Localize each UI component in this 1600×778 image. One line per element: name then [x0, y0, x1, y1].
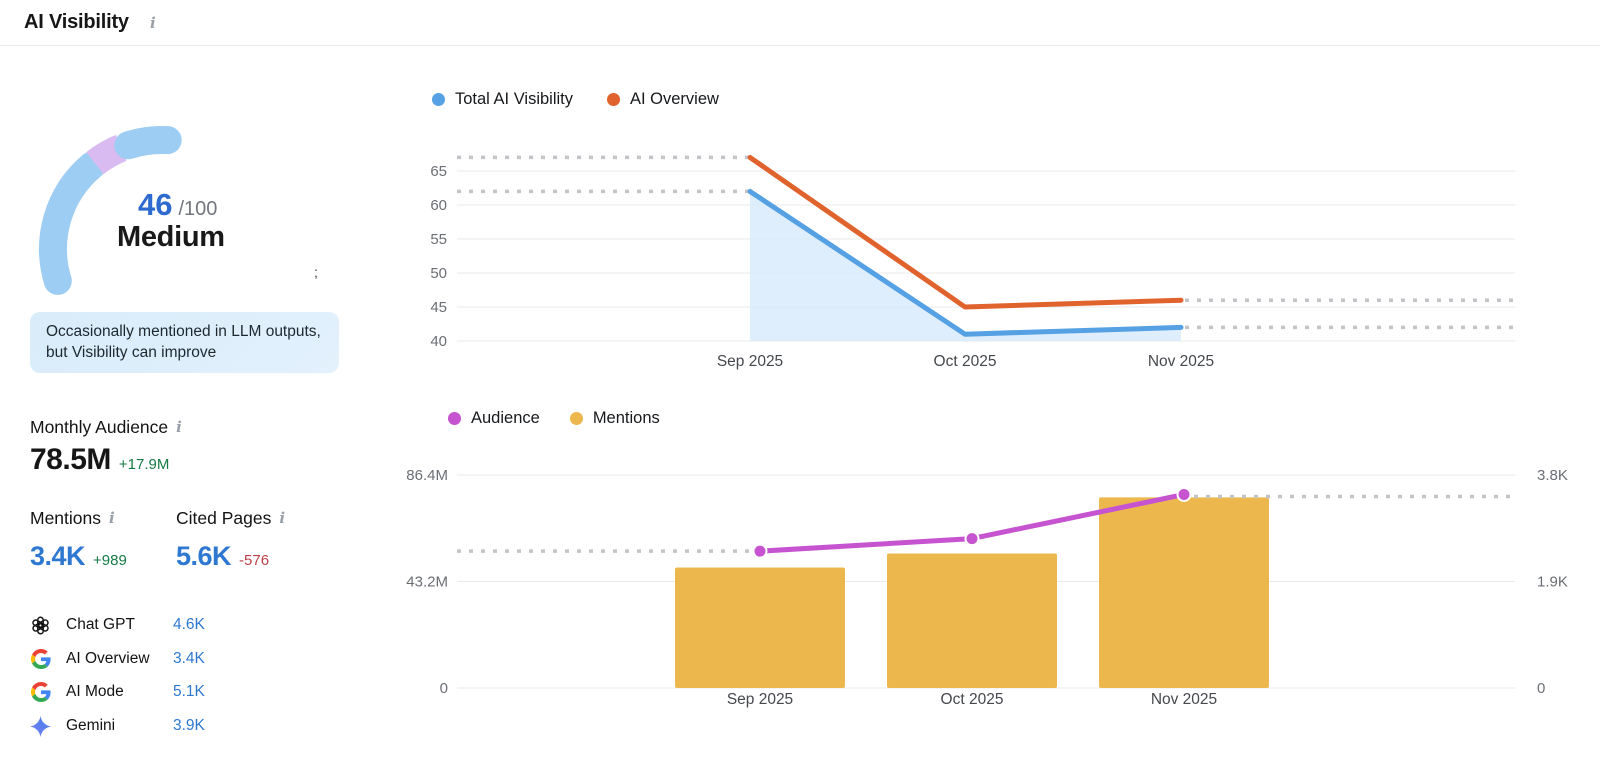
mentions-bar [1099, 497, 1269, 688]
visibility-chart-legend: Total AI Visibility AI Overview [432, 90, 719, 109]
y-axis-tick: 40 [430, 333, 447, 350]
visibility-line-chart: 40 45 50 55 60 65 Sep 2025 Oct 2025 Nov 2025 [430, 154, 1515, 370]
x-axis-tick: Oct 2025 [934, 353, 997, 370]
platform-label: AI Mode [66, 683, 124, 700]
mentions-change: +989 [93, 552, 127, 569]
x-axis-tick: Sep 2025 [727, 691, 793, 708]
y-axis-tick: 45 [430, 299, 447, 316]
total-ai-visibility-line [747, 188, 1184, 337]
mentions-value-row: 3.4K +989 [30, 541, 127, 572]
score-description: Occasionally mentioned in LLM outputs, b… [30, 312, 339, 373]
chatgpt-icon [30, 615, 51, 636]
cited-pages-label: Cited Pages i [176, 508, 285, 529]
legend-label: Mentions [592, 409, 660, 427]
platform-label: Chat GPT [66, 616, 135, 633]
score-rating: Medium [117, 221, 225, 253]
visibility-score: 46 /100 [138, 187, 217, 223]
score-max: /100 [178, 198, 218, 220]
y-axis-tick: 65 [430, 163, 447, 180]
monthly-audience-value-row: 78.5M +17.9M [30, 443, 169, 477]
x-axis-tick: Sep 2025 [717, 353, 783, 370]
visibility-score-gauge [39, 125, 182, 295]
legend-label: Total AI Visibility [455, 90, 573, 108]
left-axis-tick: 43.2M [406, 574, 448, 591]
cited-pages-change: -576 [239, 552, 270, 569]
mentions-bar [675, 567, 845, 688]
mentions-label-text: Mentions [30, 508, 102, 528]
area-fill [750, 191, 1181, 341]
legend-dot-icon [448, 412, 461, 425]
audience-mentions-chart: 86.4M 3.8K 43.2M 1.9K 0 0 Sep 2025 Oct 2025 Nov … [406, 467, 1568, 708]
left-axis-tick: 0 [440, 680, 448, 697]
platform-value[interactable]: 4.6K [173, 616, 205, 633]
x-axis-tick: Oct 2025 [941, 691, 1004, 708]
monthly-audience-label: Monthly Audience i [30, 417, 182, 438]
y-axis-tick: 60 [430, 197, 447, 214]
score-value: 46 [138, 187, 173, 222]
mentions-label: Mentions i [30, 508, 115, 529]
left-axis-tick: 86.4M [406, 467, 448, 484]
mentions-bar [887, 553, 1057, 688]
legend-dot-icon [569, 412, 583, 425]
audience-chart-legend: Audience Mentions [448, 409, 660, 428]
audience-point [1176, 486, 1192, 502]
cited-pages-value[interactable]: 5.6K [176, 541, 232, 571]
right-axis-tick: 0 [1537, 680, 1545, 697]
audience-point [964, 531, 980, 547]
mentions-value[interactable]: 3.4K [30, 541, 86, 571]
info-icon[interactable]: i [279, 509, 286, 527]
legend-item-audience[interactable]: Audience [448, 409, 540, 428]
platform-value[interactable]: 5.1K [173, 683, 205, 700]
legend-item-ai-overview[interactable]: AI Overview [607, 90, 719, 109]
gemini-icon [30, 715, 51, 737]
legend-label: AI Overview [630, 90, 719, 108]
ai-overview-line [747, 154, 1184, 310]
x-axis-tick: Nov 2025 [1148, 353, 1214, 370]
platform-value[interactable]: 3.4K [173, 650, 205, 667]
x-axis-tick: Nov 2025 [1151, 691, 1217, 708]
legend-dot-icon [432, 93, 445, 106]
info-icon[interactable]: i [176, 418, 182, 436]
list-item-chatgpt: Chat GPT 4.6K [30, 611, 245, 639]
stray-glyph: ; [314, 264, 318, 280]
monthly-audience-label-text: Monthly Audience [30, 417, 169, 437]
platform-label: Gemini [66, 717, 116, 734]
google-icon [30, 649, 51, 670]
audience-point [752, 543, 768, 559]
gauge-main-arc [39, 151, 106, 295]
right-axis-tick: 1.9K [1537, 574, 1568, 591]
list-item-gemini: Gemini 3.9K [30, 712, 245, 740]
right-axis-tick: 3.8K [1537, 467, 1568, 484]
list-item-ai-mode: AI Mode 5.1K [30, 678, 245, 706]
cited-pages-label-text: Cited Pages [176, 508, 272, 528]
legend-label: Audience [471, 409, 540, 427]
info-icon[interactable]: i [150, 14, 156, 32]
legend-item-mentions[interactable]: Mentions [569, 409, 660, 428]
legend-item-total-ai-visibility[interactable]: Total AI Visibility [432, 90, 573, 109]
legend-dot-icon [607, 93, 620, 106]
monthly-audience-value: 78.5M [30, 443, 111, 476]
header-bar: AI Visibility i [0, 0, 1600, 46]
y-axis-tick: 50 [430, 265, 447, 282]
google-icon [30, 682, 51, 703]
y-axis-tick: 55 [430, 231, 447, 248]
monthly-audience-change: +17.9M [118, 456, 170, 473]
platform-label: AI Overview [66, 650, 150, 667]
list-item-ai-overview: AI Overview 3.4K [30, 645, 245, 673]
page-title: AI Visibility [24, 11, 129, 33]
gauge-cap-segment [114, 125, 182, 160]
platform-value[interactable]: 3.9K [173, 717, 205, 734]
info-icon[interactable]: i [109, 509, 115, 527]
cited-pages-value-row: 5.6K -576 [176, 541, 269, 572]
